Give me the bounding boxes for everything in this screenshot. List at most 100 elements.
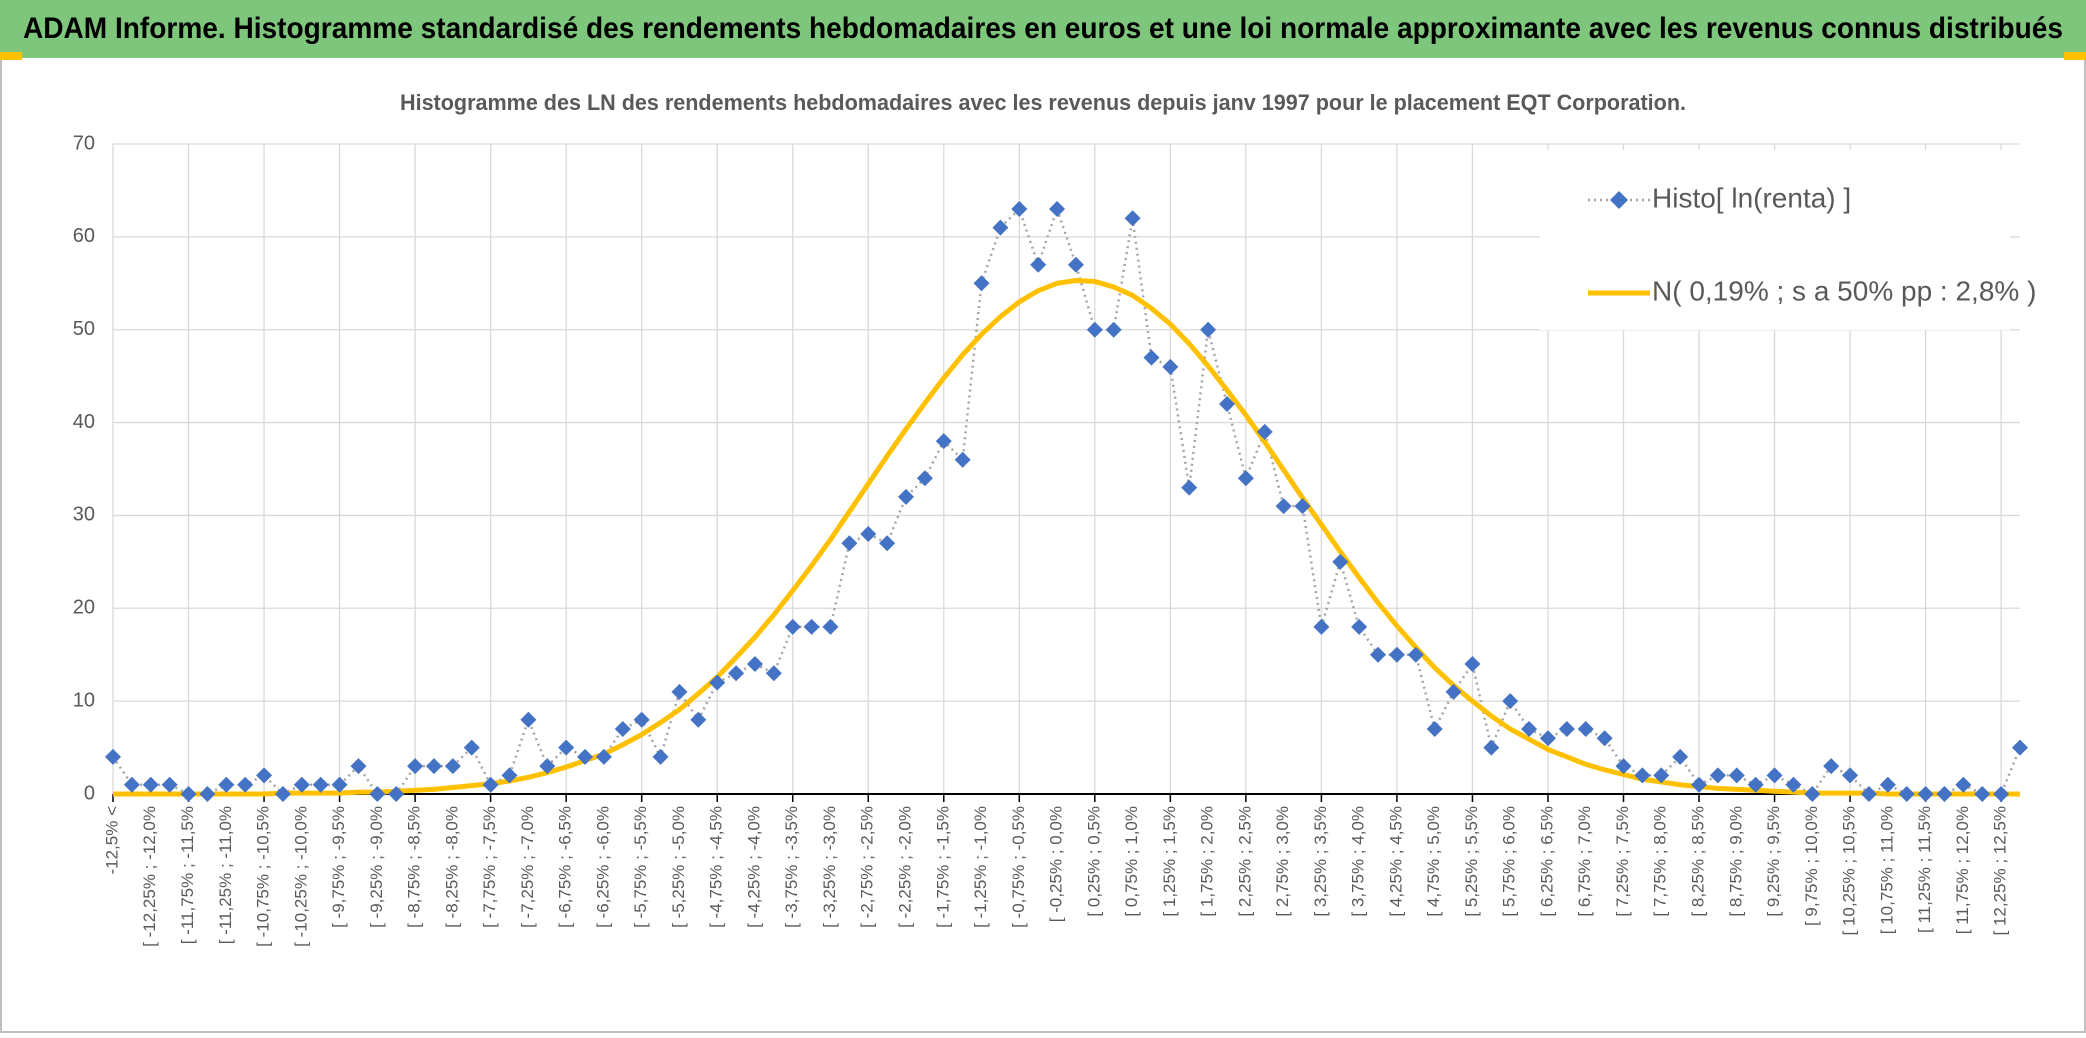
histogram-marker (916, 470, 933, 487)
y-tick-label: 60 (73, 225, 95, 247)
x-tick-label: -12,5% < (102, 806, 121, 875)
x-tick-label: [ -9,25% ; -9,0% (367, 806, 386, 928)
x-tick-label: [ 5,75% ; 6,0% (1500, 806, 1519, 917)
x-tick-label: [ -0,75% ; -0,5% (1009, 806, 1028, 928)
histogram-marker (1936, 786, 1953, 802)
histogram-marker (161, 776, 178, 793)
x-tick-label: [ -11,25% ; -11,0% (216, 806, 235, 944)
histogram-marker (690, 711, 707, 728)
x-tick-label: [ -10,75% ; -10,5% (254, 806, 273, 947)
x-tick-label: [ -10,25% ; -10,0% (291, 806, 310, 947)
x-tick-label: [ -7,75% ; -7,5% (480, 806, 499, 928)
histogram-marker (1313, 618, 1330, 635)
histogram-marker (123, 776, 140, 793)
histogram-marker (142, 776, 159, 793)
histogram-marker (973, 275, 990, 292)
histogram-marker (1521, 721, 1538, 737)
histogram-marker (539, 758, 556, 775)
histogram-marker (558, 739, 575, 756)
histogram-marker (1445, 683, 1462, 700)
histogram-marker (1124, 210, 1141, 227)
x-tick-label: [ -8,75% ; -8,5% (405, 806, 424, 928)
histogram-marker (350, 758, 367, 775)
x-tick-label: [ 11,75% ; 12,0% (1953, 806, 1972, 934)
histogram-marker (199, 786, 216, 802)
x-tick-label: [ -6,75% ; -6,5% (556, 806, 575, 928)
histogram-marker (1370, 646, 1387, 663)
x-tick-label: [ 8,25% ; 8,5% (1689, 806, 1708, 917)
corner (0, 52, 22, 60)
y-tick-label: 40 (73, 411, 95, 433)
histogram-marker (520, 711, 537, 728)
histogram-marker (633, 711, 650, 728)
histogram-marker (1823, 758, 1840, 775)
histogram-marker (1615, 758, 1632, 775)
histogram-marker (1388, 646, 1405, 663)
histogram-marker (369, 786, 386, 802)
header-title: ADAM Informe. Histogramme standardisé de… (23, 12, 2063, 45)
x-tick-label: [ -4,25% ; -4,0% (744, 806, 763, 928)
x-tick-label: [ -7,25% ; -7,0% (518, 806, 537, 928)
histogram-marker (1464, 656, 1481, 672)
x-tick-label: [ 12,25% ; 12,5% (1991, 806, 2010, 935)
histogram-marker (1539, 730, 1556, 747)
histogram-marker (1407, 646, 1424, 663)
y-tick-label: 50 (73, 318, 95, 340)
x-tick-label: [ 8,75% ; 9,0% (1726, 806, 1745, 917)
x-tick-label: [ 6,25% ; 6,5% (1537, 806, 1556, 917)
histogram-marker (218, 776, 235, 793)
y-tick-label: 0 (84, 782, 95, 804)
x-tick-label: [ 7,75% ; 8,0% (1651, 806, 1670, 917)
x-tick-label: [ -2,75% ; -2,5% (858, 806, 877, 928)
x-tick-label: [ -8,25% ; -8,0% (442, 806, 461, 928)
histogram-marker (425, 758, 442, 775)
x-tick-label: [ -3,25% ; -3,0% (820, 806, 839, 928)
x-tick-label: [ 10,25% ; 10,5% (1840, 806, 1859, 935)
chart-title: Histogramme des LN des rendements hebdom… (400, 90, 1686, 115)
x-tick-label: [ -11,75% ; -11,5% (178, 806, 197, 944)
x-tick-label: [ -12,25% ; -12,0% (140, 806, 159, 947)
histogram-marker (2012, 739, 2028, 756)
histogram-marker (180, 786, 197, 802)
histogram-marker (1577, 721, 1594, 737)
histogram-marker (1200, 321, 1217, 338)
corner (2064, 52, 2086, 60)
x-tick-label: [ 9,75% ; 10,0% (1802, 806, 1821, 926)
histogram-marker (274, 786, 291, 802)
histogram-marker (1483, 739, 1500, 756)
histogram-marker (237, 776, 254, 793)
histogram-marker (1860, 786, 1877, 802)
x-tick-label: [ -5,75% ; -5,5% (631, 806, 650, 928)
x-tick-label: [ -5,25% ; -5,0% (669, 806, 688, 928)
histogram-marker (388, 786, 405, 802)
x-tick-label: [ -6,25% ; -6,0% (593, 806, 612, 928)
x-tick-label: [ -2,25% ; -2,0% (895, 806, 914, 928)
histogram-marker (312, 776, 329, 793)
histogram-marker (784, 618, 801, 635)
x-tick-label: [ -4,75% ; -4,5% (707, 806, 726, 928)
x-tick-label: [ 2,75% ; 3,0% (1273, 806, 1292, 917)
legend-label: N( 0,19% ; s a 50% pp : 2,8% ) (1652, 275, 2036, 306)
histogram-marker (1691, 776, 1708, 793)
histogram-marker (1181, 479, 1198, 496)
histogram-marker (1785, 776, 1802, 793)
histogram-marker (841, 535, 858, 552)
y-tick-label: 70 (73, 132, 95, 154)
y-tick-label: 30 (73, 504, 95, 526)
histogram-marker (879, 535, 896, 552)
x-tick-label: [ 5,25% ; 5,5% (1462, 806, 1481, 917)
histogram-marker (746, 656, 763, 672)
x-tick-label: [ 3,25% ; 3,5% (1311, 806, 1330, 917)
histogram-marker (1728, 767, 1745, 784)
x-tick-label: [ 9,25% ; 9,5% (1764, 806, 1783, 917)
histogram-marker (1067, 256, 1084, 273)
histogram-marker (577, 748, 594, 765)
x-tick-label: [ 1,75% ; 2,0% (1198, 806, 1217, 917)
histogram-marker (105, 748, 121, 765)
histogram-marker (652, 748, 669, 765)
histogram-marker (1558, 721, 1575, 737)
x-tick-label: [ 0,25% ; 0,5% (1084, 806, 1103, 917)
histogram-marker (1879, 776, 1896, 793)
histogram-marker (407, 758, 424, 775)
x-tick-label: [ -0,25% ; 0,0% (1047, 806, 1066, 922)
